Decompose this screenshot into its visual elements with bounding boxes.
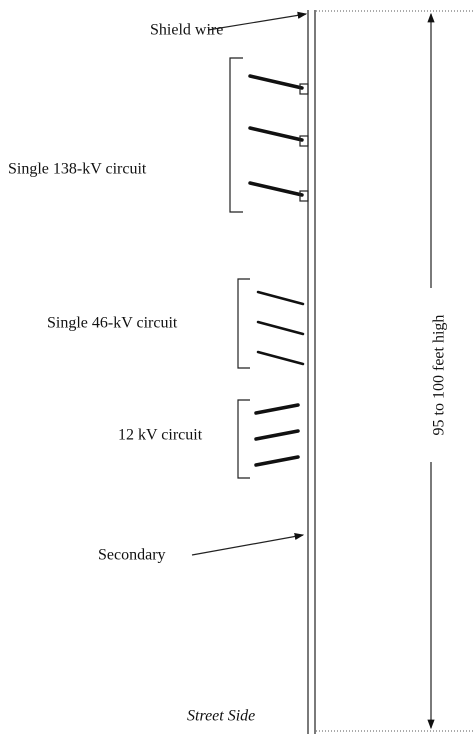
insulators-12	[237, 399, 300, 479]
insulators-46	[237, 278, 305, 369]
circuit-46-label: Single 46-kV circuit	[47, 315, 178, 332]
insulators-138	[229, 57, 309, 213]
circuit-138-label: Single 138-kV circuit	[8, 161, 147, 178]
shield-arrow	[207, 11, 308, 31]
pole	[307, 10, 316, 734]
shield-wire-label: Shield wire	[150, 22, 223, 39]
dimension: 95 to 100 feet high	[316, 10, 474, 732]
street-side-label: Street Side	[187, 708, 255, 725]
secondary-arrow	[191, 532, 305, 556]
circuit-12-label: 12 kV circuit	[118, 427, 203, 444]
height-label: 95 to 100 feet high	[431, 315, 448, 436]
secondary-label: Secondary	[98, 547, 166, 564]
